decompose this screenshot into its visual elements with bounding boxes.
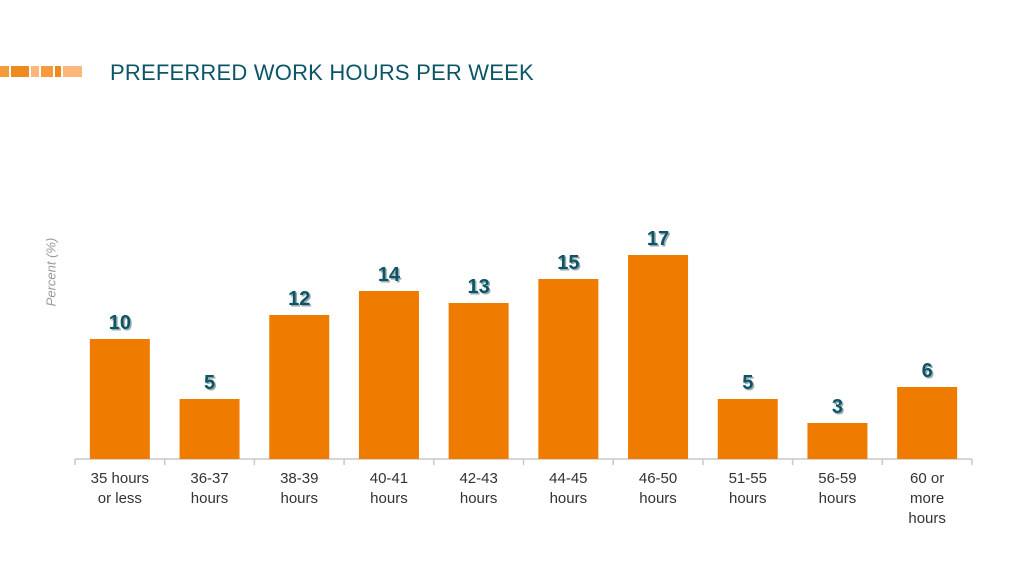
category-label: 35 hours or less [76, 469, 164, 509]
brand-accent-segment [63, 66, 82, 77]
bar [897, 387, 958, 459]
category-label-line: 60 or [910, 470, 945, 487]
brand-accent-segment [0, 66, 9, 77]
category-label: 36-37 hours [166, 469, 254, 509]
data-label-shadow: 5 [744, 374, 755, 396]
data-label: 5 [204, 372, 215, 394]
bar [448, 303, 509, 459]
category-label-line: 56-59 [818, 470, 857, 487]
brand-accent-segment [41, 66, 53, 77]
data-label-shadow: 10 [110, 314, 132, 336]
data-label: 3 [832, 396, 843, 418]
bar [717, 399, 778, 459]
category-label-line: hours [908, 510, 946, 527]
bar [358, 291, 419, 459]
data-label-shadow: 5 [205, 374, 216, 396]
category-label: 44-45 hours [524, 469, 612, 509]
category-label-line: 38-39 [280, 470, 319, 487]
bar [807, 423, 868, 459]
category-label-line: or less [97, 490, 142, 507]
data-label: 15 [557, 252, 579, 274]
data-label-shadow: 15 [559, 254, 581, 276]
category-label-line: 40-41 [369, 470, 409, 487]
category-label-line: hours [280, 490, 319, 507]
data-label-shadow: 13 [469, 278, 491, 300]
category-label-line: 44-45 [549, 470, 588, 487]
brand-accent-segment [55, 66, 61, 77]
bar [89, 339, 150, 459]
bar [269, 315, 330, 459]
category-label: 38-39 hours [255, 469, 343, 509]
data-label-shadow: 3 [833, 398, 844, 420]
data-label-shadow: 6 [923, 362, 934, 384]
data-label: 12 [288, 288, 310, 310]
category-label: 56-59 hours [793, 469, 881, 509]
bar [538, 279, 599, 459]
bar [628, 255, 689, 459]
category-label: 51-55 hours [704, 469, 792, 509]
brand-accent-bar [0, 66, 82, 77]
category-label-line: hours [459, 490, 498, 507]
brand-accent-segment [31, 66, 39, 77]
category-label: 42-43 hours [435, 469, 523, 509]
category-label-line: 42-43 [459, 470, 498, 487]
category-label-line: 46-50 [638, 470, 678, 487]
data-label: 6 [922, 360, 933, 382]
data-label: 17 [647, 228, 669, 250]
page-title: PREFERRED WORK HOURS PER WEEK [110, 60, 534, 85]
category-label-line: hours [818, 490, 857, 507]
category-label-line: hours [728, 490, 767, 507]
category-label: 60 or more hours [883, 469, 971, 529]
data-label: 13 [468, 276, 490, 298]
category-label-line: 36-37 [190, 470, 229, 487]
category-label-line: hours [370, 490, 408, 507]
category-label-line: 35 hours [90, 470, 150, 487]
data-label: 5 [742, 372, 753, 394]
brand-accent-segment [11, 66, 29, 77]
category-label-line: hours [549, 490, 588, 507]
category-label-line: 51-55 [728, 470, 767, 487]
data-label-shadow: 17 [648, 230, 670, 252]
data-label-shadow: 14 [379, 266, 402, 288]
data-label: 10 [109, 312, 131, 334]
category-label: 46-50 hours [614, 469, 702, 509]
data-label-shadow: 12 [290, 290, 312, 312]
category-label: 40-41 hours [345, 469, 433, 509]
category-label-line: hours [639, 490, 677, 507]
category-label-line: more [910, 490, 945, 507]
bar [179, 399, 240, 459]
category-label-line: hours [190, 490, 229, 507]
data-label: 14 [378, 264, 401, 286]
